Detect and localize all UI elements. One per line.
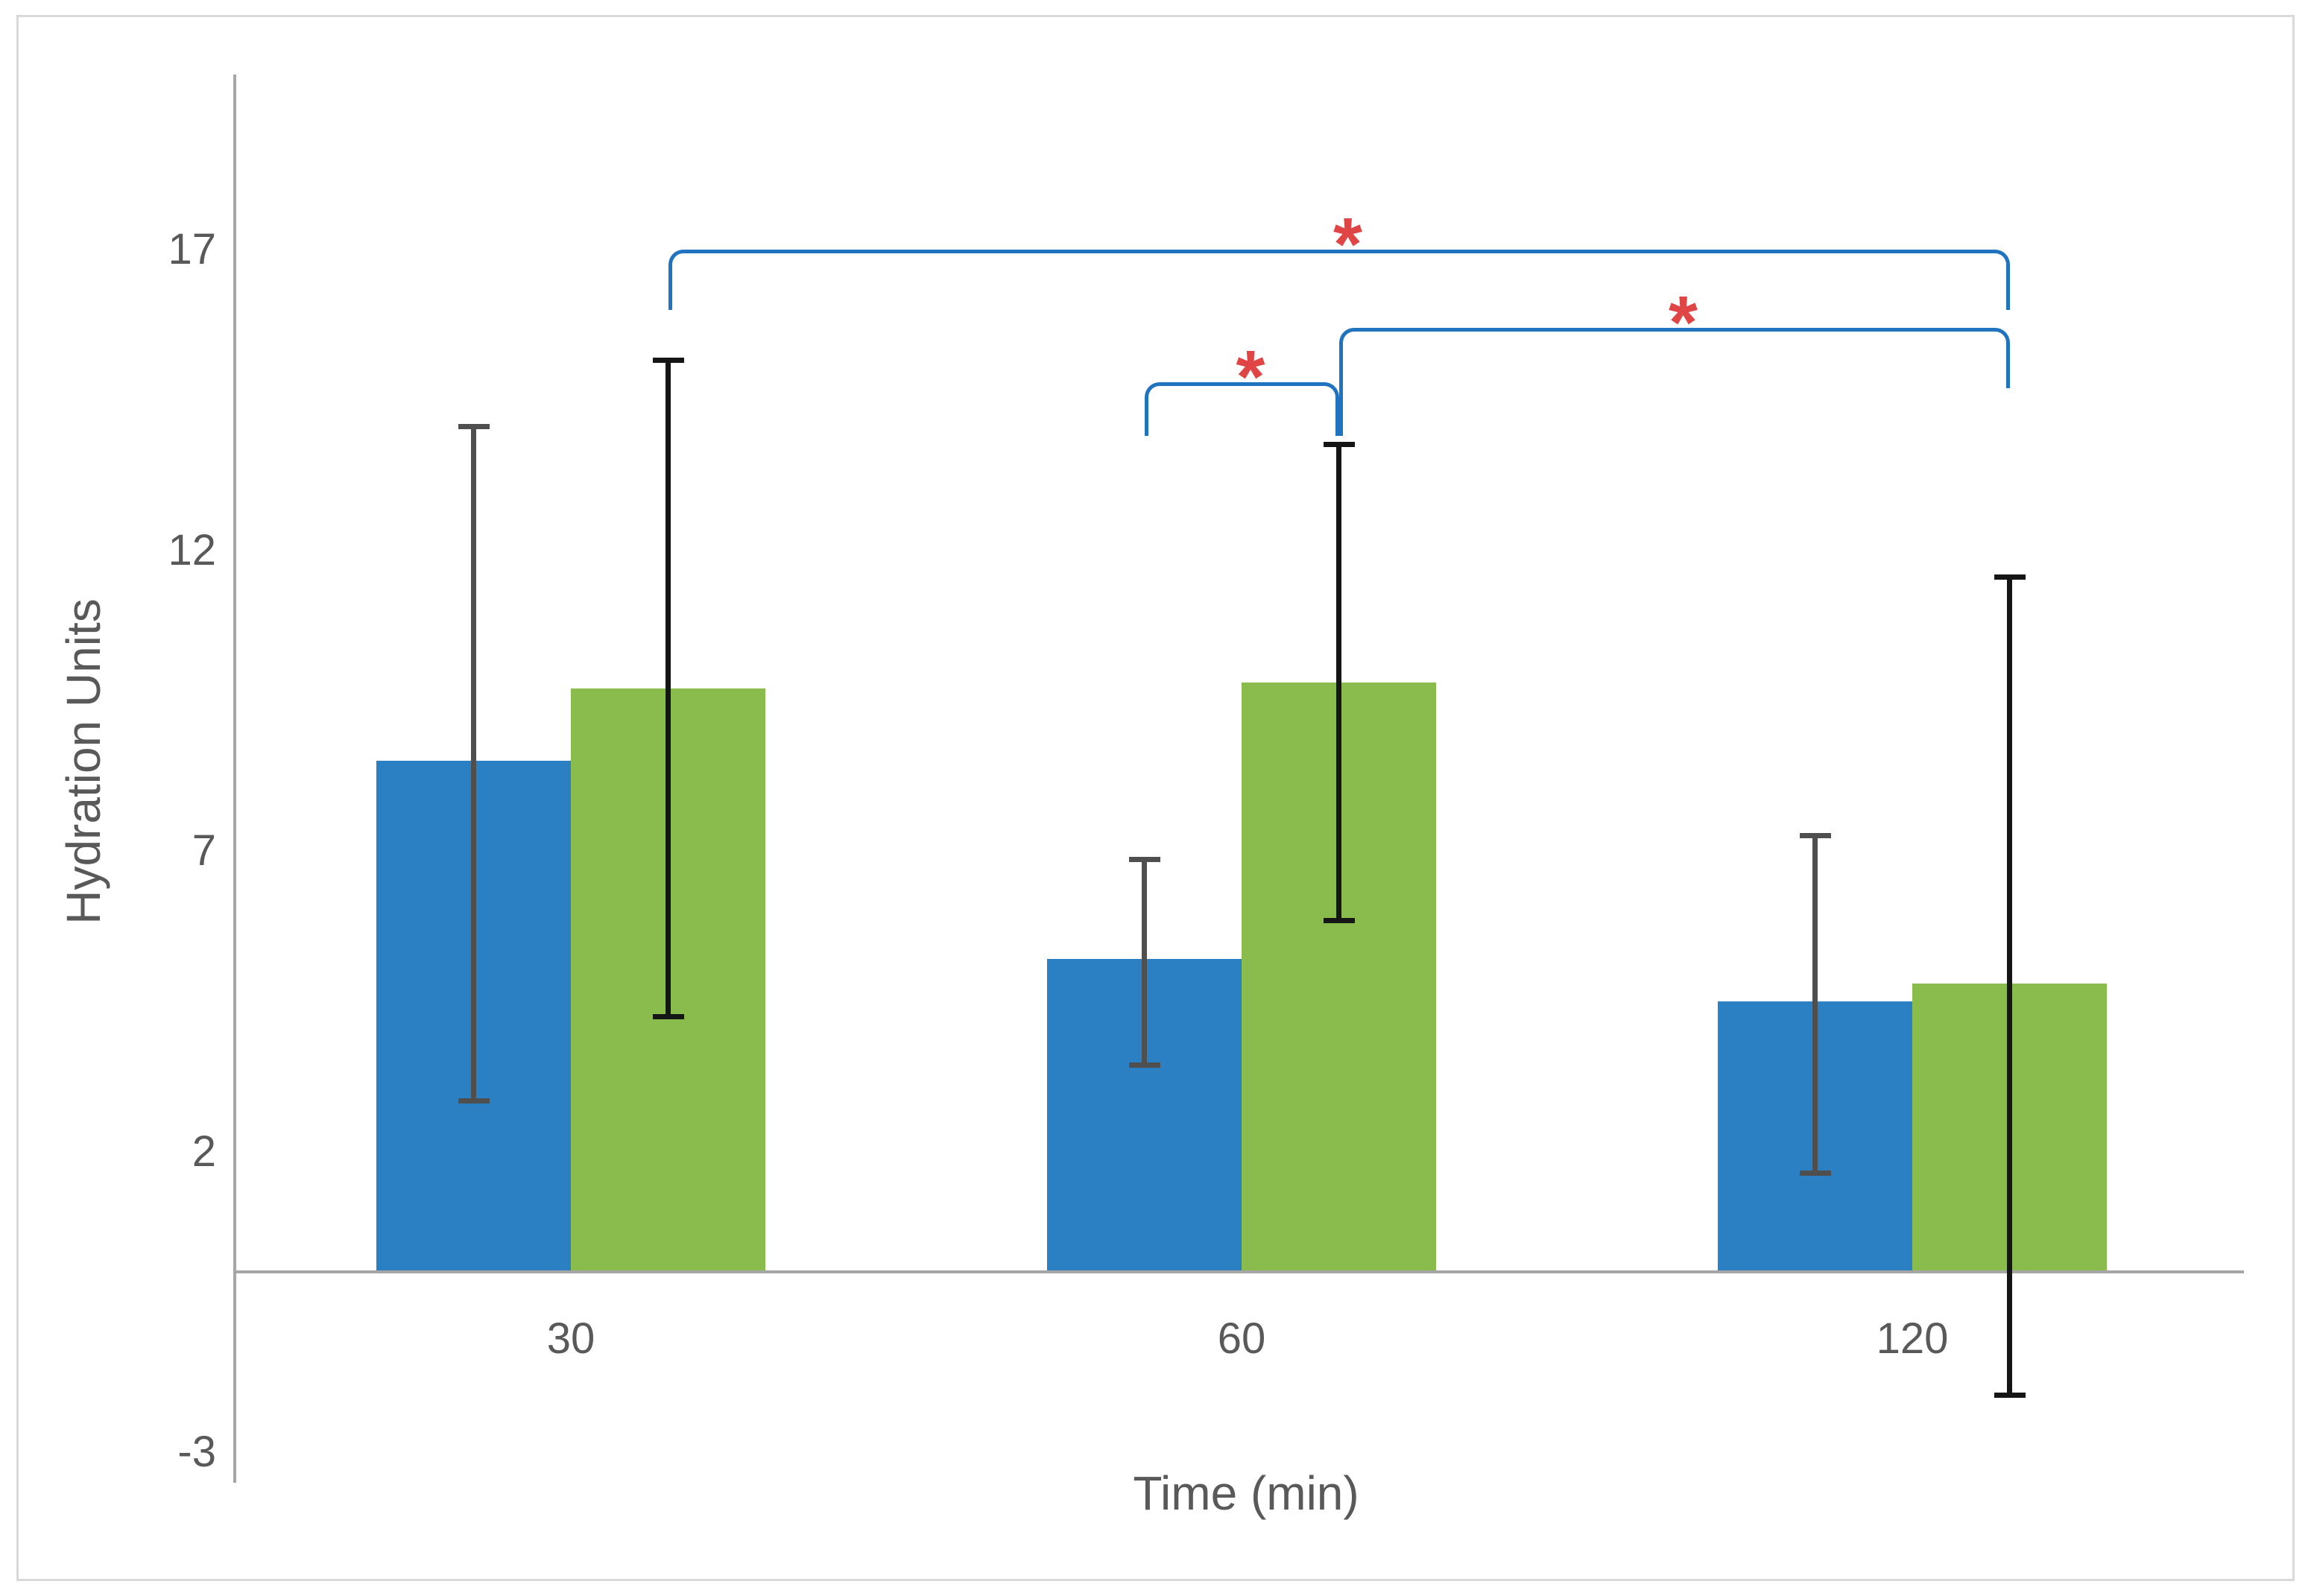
chart-outer-border <box>16 15 2295 1581</box>
error-cap-top-green-series-30 <box>652 358 684 364</box>
significance-bracket-3-left <box>1144 381 1242 437</box>
significance-bracket-2-left <box>1338 328 1675 437</box>
y-axis-line <box>233 75 236 1483</box>
y-tick-label-12: 12 <box>168 525 216 574</box>
error-bar-green-series-120 <box>2007 574 2012 1399</box>
error-bar-blue-series-30 <box>471 424 476 1104</box>
significance-asterisk-1: * <box>1333 203 1362 287</box>
error-cap-bottom-blue-series-60 <box>1128 1062 1160 1068</box>
y-axis-title: Hydration Units <box>57 598 110 925</box>
significance-bracket-1-right <box>1338 250 2010 310</box>
error-cap-bottom-green-series-60 <box>1323 917 1355 923</box>
significance-asterisk-3: * <box>1236 335 1265 419</box>
error-cap-top-blue-series-120 <box>1799 832 1831 838</box>
error-bar-blue-series-60 <box>1142 857 1147 1068</box>
error-cap-top-green-series-60 <box>1323 442 1355 448</box>
error-cap-bottom-green-series-120 <box>1994 1393 2026 1399</box>
error-bar-blue-series-120 <box>1812 832 1818 1176</box>
x-axis-line <box>233 1270 2244 1273</box>
error-cap-top-blue-series-30 <box>458 424 490 430</box>
error-cap-bottom-blue-series-30 <box>458 1098 490 1104</box>
error-cap-bottom-green-series-30 <box>652 1014 684 1020</box>
x-tick-label-30: 30 <box>546 1314 595 1363</box>
error-bar-green-series-30 <box>666 358 671 1020</box>
error-cap-bottom-blue-series-120 <box>1799 1170 1831 1176</box>
x-axis-title: Time (min) <box>1133 1466 1359 1520</box>
y-tick-label-2: 2 <box>192 1127 216 1176</box>
error-bar-green-series-60 <box>1336 442 1341 923</box>
significance-bracket-1-left <box>668 250 1339 310</box>
significance-bracket-2-right <box>1674 328 2010 388</box>
error-cap-top-green-series-120 <box>1994 574 2026 580</box>
y-tick-label-7: 7 <box>192 826 216 875</box>
significance-bracket-3-right <box>1242 381 1339 437</box>
significance-asterisk-2: * <box>1669 281 1698 364</box>
x-tick-label-60: 60 <box>1217 1314 1266 1363</box>
error-cap-top-blue-series-60 <box>1128 857 1160 863</box>
y-tick-label-17: 17 <box>168 225 216 274</box>
x-tick-label-120: 120 <box>1876 1314 1949 1363</box>
y-tick-label--3: -3 <box>177 1428 216 1477</box>
